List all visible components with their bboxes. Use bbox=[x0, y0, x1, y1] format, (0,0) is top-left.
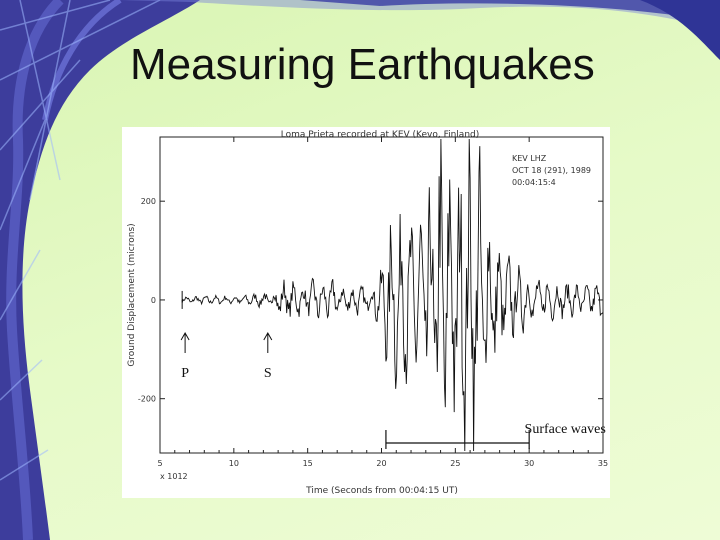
x-tick-label: 30 bbox=[524, 459, 534, 468]
x-tick-label: 35 bbox=[598, 459, 608, 468]
surface-waves-label: Surface waves bbox=[525, 422, 606, 437]
x-tick-label: 10 bbox=[229, 459, 239, 468]
y-axis-ticks: 200 0 -200 bbox=[138, 197, 603, 404]
chart-title: Loma Prieta recorded at KEV (Kevo, Finla… bbox=[281, 130, 480, 140]
phase-arrow bbox=[263, 331, 273, 353]
station-info-line-3: 00:04:15:4 bbox=[512, 178, 556, 187]
station-info-line-1: KEV LHZ bbox=[512, 154, 547, 163]
x-origin-label: x 1012 bbox=[160, 472, 188, 481]
x-tick-label: 25 bbox=[450, 459, 460, 468]
x-tick-label: 5 bbox=[157, 459, 162, 468]
y-axis-label: Ground Displacement (microns) bbox=[127, 223, 137, 366]
station-info-line-2: OCT 18 (291), 1989 bbox=[512, 166, 591, 175]
slide-title: Measuring Earthquakes bbox=[130, 40, 595, 89]
y-tick-label: 200 bbox=[141, 197, 156, 206]
seismogram-trace bbox=[181, 138, 604, 452]
x-axis-ticks: 5 10 15 20 25 30 35 bbox=[157, 137, 608, 468]
phase-label: S bbox=[264, 366, 272, 381]
seismogram-figure: Loma Prieta recorded at KEV (Kevo, Finla… bbox=[122, 127, 610, 498]
phase-label: P bbox=[181, 366, 189, 381]
x-tick-label: 15 bbox=[303, 459, 313, 468]
phase-annotations: P S Surface waves bbox=[180, 331, 606, 449]
y-tick-label: -200 bbox=[138, 395, 156, 404]
seismogram-chart: Loma Prieta recorded at KEV (Kevo, Finla… bbox=[127, 130, 608, 496]
phase-arrow bbox=[180, 331, 190, 353]
x-axis-label: Time (Seconds from 00:04:15 UT) bbox=[305, 486, 458, 496]
station-info: KEV LHZ OCT 18 (291), 1989 00:04:15:4 bbox=[512, 154, 591, 187]
x-tick-label: 20 bbox=[376, 459, 386, 468]
y-tick-label: 0 bbox=[151, 296, 156, 305]
